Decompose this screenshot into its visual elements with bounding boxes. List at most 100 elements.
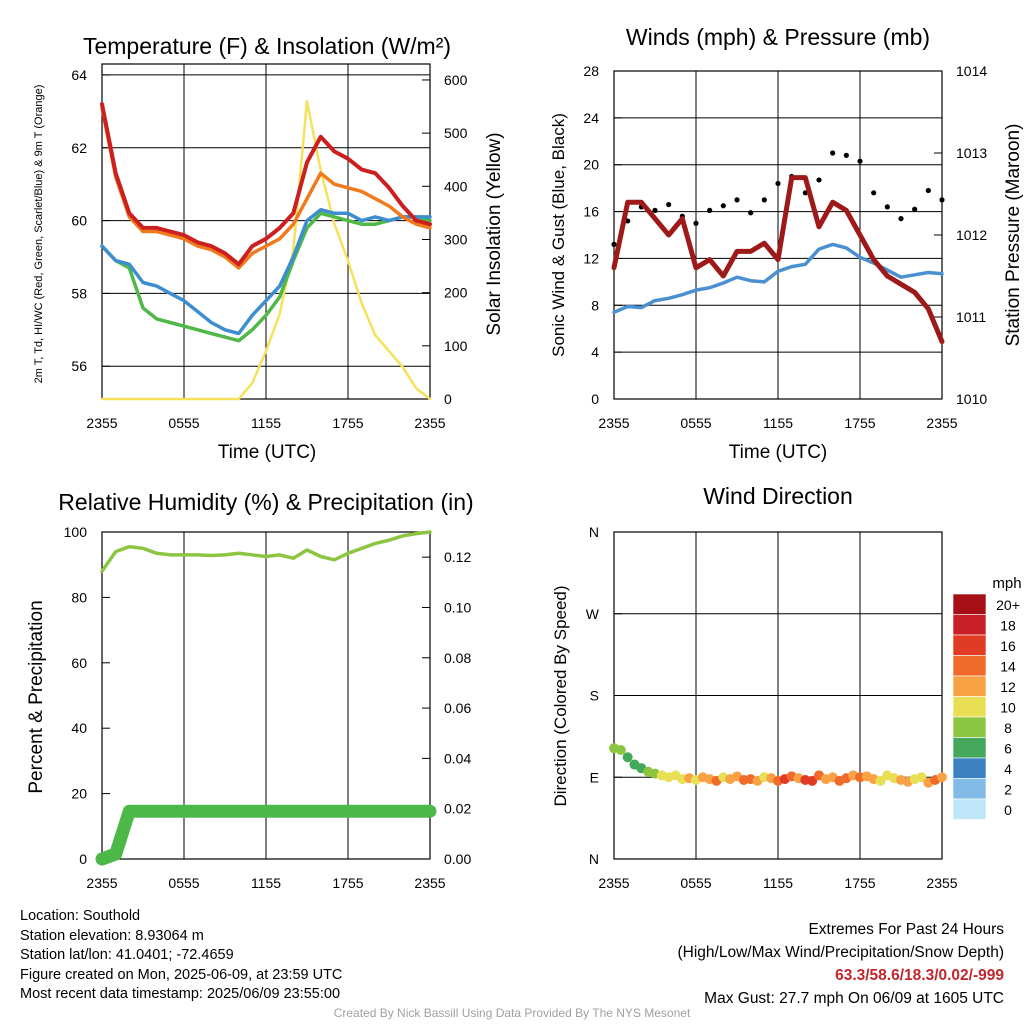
y-tick-label: 62 — [71, 140, 87, 156]
temperature-series-line — [100, 102, 432, 267]
credit-text: Created By Nick Bassill Using Data Provi… — [333, 1006, 691, 1020]
y2-tick-label: 1012 — [956, 227, 987, 243]
y2-tick-label: 300 — [444, 231, 468, 247]
precipitation-point — [301, 805, 313, 817]
y-tick-label: 16 — [583, 204, 599, 220]
elevation-text: Station elevation: 8.93064 m — [20, 927, 204, 944]
direction-point — [615, 745, 626, 755]
x-tick-label: 0555 — [168, 875, 199, 891]
precipitation-point — [397, 805, 409, 817]
y2-tick-label: 0.10 — [444, 599, 471, 615]
y-tick-label: W — [586, 606, 600, 622]
direction-point — [875, 775, 886, 786]
y-tick-label: 24 — [583, 110, 599, 126]
y-tick-label: 20 — [71, 786, 87, 802]
temperature-y-label: 2m T, Td, HI/WC (Red, Green, Scarlet/Blu… — [33, 85, 45, 384]
colorbar-swatch — [952, 757, 987, 779]
winds-y-label: Sonic Wind & Gust (Blue, Black) — [549, 113, 568, 357]
y2-tick-label: 400 — [444, 178, 468, 194]
y2-tick-label: 0.12 — [444, 549, 471, 565]
x-tick-label: 1755 — [844, 875, 875, 891]
plot-frame — [101, 531, 431, 860]
x-tick-label: 1155 — [251, 415, 281, 431]
gust-point — [843, 152, 849, 158]
colorbar-swatch — [952, 798, 987, 820]
precipitation-point — [192, 805, 204, 817]
y-tick-label: 0 — [591, 391, 599, 407]
gust-point — [871, 190, 877, 196]
temperature-series-line — [100, 105, 432, 270]
y-tick-label: S — [590, 688, 599, 704]
precipitation-point — [96, 853, 108, 865]
gust-point — [898, 216, 904, 222]
gust-point — [857, 158, 863, 164]
gust-point — [775, 180, 781, 187]
colorbar-swatch — [952, 716, 987, 738]
latlon-text: Station lat/lon: 41.0401; -72.4659 — [20, 947, 234, 963]
x-tick-label: 2355 — [414, 415, 445, 431]
y2-tick-label: 100 — [444, 338, 468, 354]
x-tick-label: 1755 — [844, 415, 875, 431]
y2-tick-label: 0.08 — [444, 650, 471, 666]
colorbar-label: 14 — [1000, 659, 1016, 675]
y-tick-label: 40 — [71, 720, 87, 736]
y2-tick-label: 0.06 — [444, 700, 471, 716]
direction-point — [807, 775, 818, 786]
precipitation-point — [328, 805, 340, 817]
colorbar-swatch — [952, 614, 987, 636]
wind-direction-panel-title: Wind Direction — [703, 483, 853, 509]
colorbar-label: 12 — [1000, 679, 1016, 695]
gust-point — [912, 206, 918, 212]
gust-point — [925, 187, 931, 194]
colorbar-label: 16 — [1000, 638, 1016, 654]
precipitation-point — [342, 805, 354, 817]
max-gust-text: Max Gust: 27.7 mph On 06/09 at 1605 UTC — [704, 990, 1004, 1007]
y-tick-label: 12 — [583, 250, 599, 266]
precipitation-point — [164, 805, 176, 817]
y2-tick-label: 0.04 — [444, 750, 471, 766]
location-text: Location: Southold — [20, 908, 141, 924]
precipitation-point — [205, 805, 217, 817]
x-tick-label: 1155 — [763, 875, 793, 891]
pressure-line — [611, 175, 945, 345]
y-tick-label: 20 — [583, 157, 599, 173]
colorbar-label: 0 — [1004, 802, 1012, 818]
y-tick-label: 60 — [71, 655, 87, 671]
temperature-x-label: Time (UTC) — [218, 442, 317, 463]
x-tick-label: 2355 — [86, 415, 117, 431]
gust-point — [939, 197, 945, 203]
colorbar-swatch — [952, 696, 987, 718]
wind-direction-panel: Wind Direction Direction (Colored By Spe… — [551, 483, 958, 891]
gust-point — [748, 210, 754, 216]
gust-point — [652, 207, 658, 213]
precipitation-point — [274, 805, 286, 817]
colorbar-swatch — [952, 634, 987, 656]
y-tick-label: N — [589, 851, 599, 867]
colorbar-label: 6 — [1004, 741, 1012, 757]
y2-tick-label: 0.00 — [444, 851, 471, 867]
x-tick-label: 2355 — [598, 875, 629, 891]
x-tick-label: 1155 — [763, 415, 793, 431]
colorbar-label: 8 — [1004, 720, 1012, 736]
precipitation-point — [383, 805, 395, 817]
precipitation-point — [151, 805, 163, 817]
colorbar-title: mph — [992, 575, 1021, 592]
x-tick-label: 2355 — [926, 415, 957, 431]
temperature-series-line — [100, 99, 432, 401]
station-info: Location: Southold Station elevation: 8.… — [20, 907, 342, 1005]
humidity-panel: Relative Humidity (%) & Precipitation (i… — [26, 489, 474, 891]
y2-tick-label: 1010 — [956, 391, 987, 407]
y-tick-label: 60 — [71, 213, 87, 229]
y-tick-label: 100 — [64, 524, 88, 540]
x-tick-label: 1155 — [251, 875, 281, 891]
precipitation-point — [315, 805, 327, 817]
temperature-panel-title: Temperature (F) & Insolation (W/m²) — [83, 33, 451, 59]
precipitation-point — [219, 805, 231, 817]
gust-point — [693, 220, 699, 226]
y2-tick-label: 600 — [444, 72, 468, 88]
winds-panel-title: Winds (mph) & Pressure (mb) — [626, 24, 930, 50]
y-tick-label: 8 — [591, 297, 599, 313]
x-tick-label: 1755 — [332, 415, 363, 431]
humidity-y-label: Percent & Precipitation — [26, 600, 47, 793]
direction-point — [622, 752, 633, 763]
